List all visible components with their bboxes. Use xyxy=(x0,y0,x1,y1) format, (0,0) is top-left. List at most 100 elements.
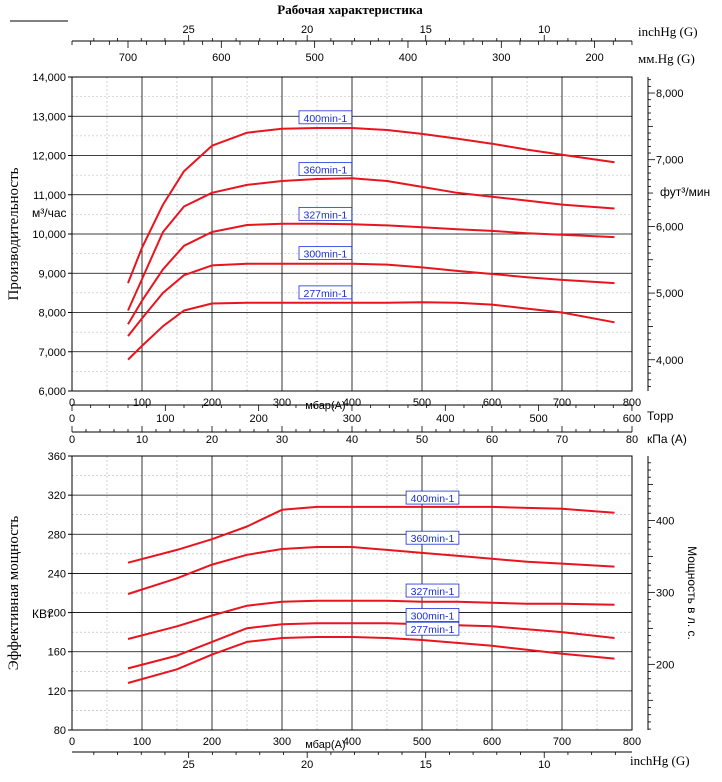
right-tick-label: 7,000 xyxy=(656,155,684,167)
y-tick-label: 6,000 xyxy=(38,386,66,398)
x-tick-label: 800 xyxy=(623,397,641,409)
y-tick-label: 13,000 xyxy=(32,111,66,123)
chart-title: Рабочая характеристика xyxy=(277,2,423,17)
kpa-tick-label: 30 xyxy=(276,434,288,446)
inhg-tick-label: 15 xyxy=(420,24,432,36)
curve-label: 300min-1 xyxy=(411,611,455,623)
kpa-tick-label: 20 xyxy=(206,434,218,446)
series-line xyxy=(127,301,615,361)
x-tick-label: 400 xyxy=(343,736,361,748)
series-line xyxy=(127,622,615,670)
mmhg-tick-label: 600 xyxy=(212,52,230,64)
y-tick-label: 80 xyxy=(54,725,66,737)
mmhg-tick-label: 700 xyxy=(119,52,137,64)
mmhg-tick-label: 500 xyxy=(305,52,323,64)
torr-tick-label: 600 xyxy=(623,413,641,425)
x-tick-label: 400 xyxy=(343,397,361,409)
x-tick-label: 0 xyxy=(69,736,75,748)
curve-label-box xyxy=(298,246,353,261)
y-tick-label: 9,000 xyxy=(38,268,66,280)
right-tick-label: 6,000 xyxy=(656,221,684,233)
right-axis-title: фут³/мин xyxy=(660,185,710,199)
kpa-tick-label: 70 xyxy=(556,434,568,446)
y-tick-label: 10,000 xyxy=(32,229,66,241)
y-tick-label: 120 xyxy=(48,686,66,698)
curve-label-box xyxy=(405,530,460,545)
series-line xyxy=(127,127,615,284)
right-tick-label: 5,000 xyxy=(656,288,684,300)
y-tick-label: 240 xyxy=(48,568,66,580)
y-tick-label: 160 xyxy=(48,647,66,659)
series-line xyxy=(127,505,615,564)
torr-tick-label: 200 xyxy=(249,413,267,425)
inhg-tick-label: 25 xyxy=(183,24,195,36)
plot-frame xyxy=(71,455,633,731)
kpa-tick-label: 50 xyxy=(416,434,428,446)
y-axis-unit: КВт xyxy=(32,607,53,621)
mmhg-tick-label: 400 xyxy=(399,52,417,64)
x-axis-label: мбар(А) xyxy=(305,400,345,412)
torr-tick-label: 500 xyxy=(529,413,547,425)
y-tick-label: 200 xyxy=(48,608,66,620)
kpa-tick-label: 60 xyxy=(486,434,498,446)
x-tick-label: 100 xyxy=(133,397,151,409)
x-tick-label: 500 xyxy=(413,736,431,748)
curve-label-box xyxy=(298,285,353,300)
y-tick-label: 14,000 xyxy=(32,72,66,84)
curve-label: 360min-1 xyxy=(411,533,455,545)
right-tick-label: 400 xyxy=(656,515,674,527)
bottom-inhg-tick-label: 20 xyxy=(301,759,313,771)
x-tick-label: 700 xyxy=(553,397,571,409)
torr-tick-label: 300 xyxy=(343,413,361,425)
kpa-tick-label: 10 xyxy=(136,434,148,446)
x-tick-label: 700 xyxy=(553,736,571,748)
curve-label: 400min-1 xyxy=(304,113,348,125)
curve-label-box xyxy=(405,608,460,622)
x-tick-label: 500 xyxy=(413,397,431,409)
x-tick-label: 800 xyxy=(623,736,641,748)
curve-label: 300min-1 xyxy=(304,249,348,261)
inhg-axis-label: inchHg (G) xyxy=(638,24,698,39)
curve-label: 327min-1 xyxy=(304,209,348,221)
right-axis-title: Мощность в л. с. xyxy=(685,546,699,640)
curve-label: 360min-1 xyxy=(304,165,348,177)
x-axis-label: мбар(А) xyxy=(305,739,345,751)
curve-label-box xyxy=(405,583,460,598)
right-tick-label: 4,000 xyxy=(656,355,684,367)
y-axis-title: Эффективная мощность xyxy=(6,516,22,671)
curve-label: 400min-1 xyxy=(411,493,455,505)
y-tick-label: 280 xyxy=(48,529,66,541)
kpa-tick-label: 80 xyxy=(626,434,638,446)
x-tick-label: 100 xyxy=(133,736,151,748)
inhg-tick-label: 20 xyxy=(301,24,313,36)
y-tick-label: 12,000 xyxy=(32,151,66,163)
curve-label-box xyxy=(298,162,353,177)
series-line xyxy=(127,546,615,595)
curve-label-box xyxy=(298,110,353,125)
y-axis-title: Производительность xyxy=(6,167,22,300)
y-tick-label: 360 xyxy=(48,451,66,463)
y-tick-label: 7,000 xyxy=(38,347,66,359)
x-tick-label: 300 xyxy=(273,736,291,748)
x-tick-label: 0 xyxy=(69,397,75,409)
torr-tick-label: 400 xyxy=(436,413,454,425)
x-tick-label: 200 xyxy=(203,736,221,748)
y-tick-label: 8,000 xyxy=(38,308,66,320)
series-line xyxy=(127,636,615,684)
torr-tick-label: 100 xyxy=(156,413,174,425)
series-line xyxy=(127,262,615,337)
torr-axis-label: Торр xyxy=(647,409,674,423)
bottom-inhg-tick-label: 15 xyxy=(420,759,432,771)
mmhg-tick-label: 200 xyxy=(585,52,603,64)
y-tick-label: 320 xyxy=(48,490,66,502)
kpa-tick-label: 40 xyxy=(346,434,358,446)
y-axis-unit: м³/час xyxy=(32,206,67,220)
torr-tick-label: 0 xyxy=(69,413,75,425)
x-tick-label: 300 xyxy=(273,397,291,409)
right-tick-label: 300 xyxy=(656,587,674,599)
right-tick-label: 200 xyxy=(656,659,674,671)
curve-label-box xyxy=(405,490,460,505)
x-tick-label: 600 xyxy=(483,736,501,748)
